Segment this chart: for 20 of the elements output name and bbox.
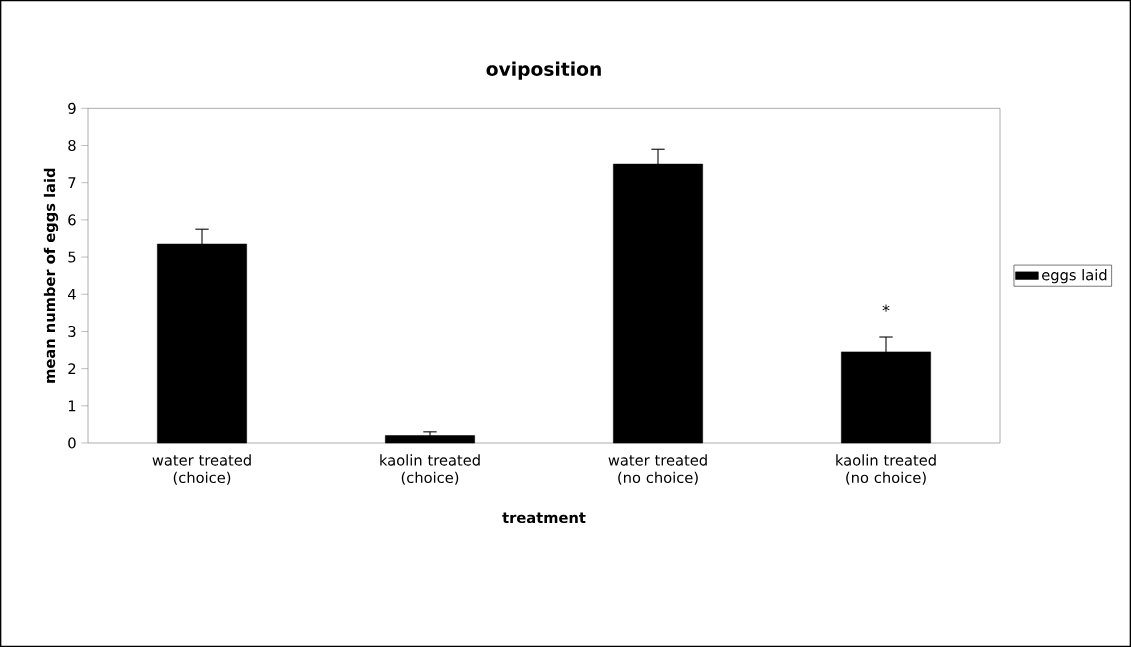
y-tick-label: 5 xyxy=(68,251,76,263)
chart-title: oviposition xyxy=(486,61,601,80)
x-tick-label: water treated (choice) xyxy=(152,454,251,485)
y-tick-label: 4 xyxy=(68,288,76,300)
y-tick-label: 3 xyxy=(68,325,76,337)
bar xyxy=(385,435,475,444)
y-tick-label: 2 xyxy=(68,363,76,375)
annotation: * xyxy=(882,304,890,312)
y-tick-label: 0 xyxy=(68,437,76,449)
y-tick-label: 8 xyxy=(68,139,76,152)
x-tick-label: water treated (no choice) xyxy=(608,454,707,485)
x-tick-label: kaolin treated (no choice) xyxy=(836,454,936,485)
y-tick-label: 6 xyxy=(68,214,76,226)
y-axis-title: mean number of eggs laid xyxy=(43,168,59,383)
y-tick-label: 9 xyxy=(68,102,76,114)
y-tick-label: 7 xyxy=(68,177,76,189)
x-axis-title: treatment xyxy=(502,512,586,524)
y-tick-label: 1 xyxy=(68,400,76,412)
x-tick-label: kaolin treated (choice) xyxy=(380,454,480,485)
legend-label: eggs laid xyxy=(1042,269,1107,284)
